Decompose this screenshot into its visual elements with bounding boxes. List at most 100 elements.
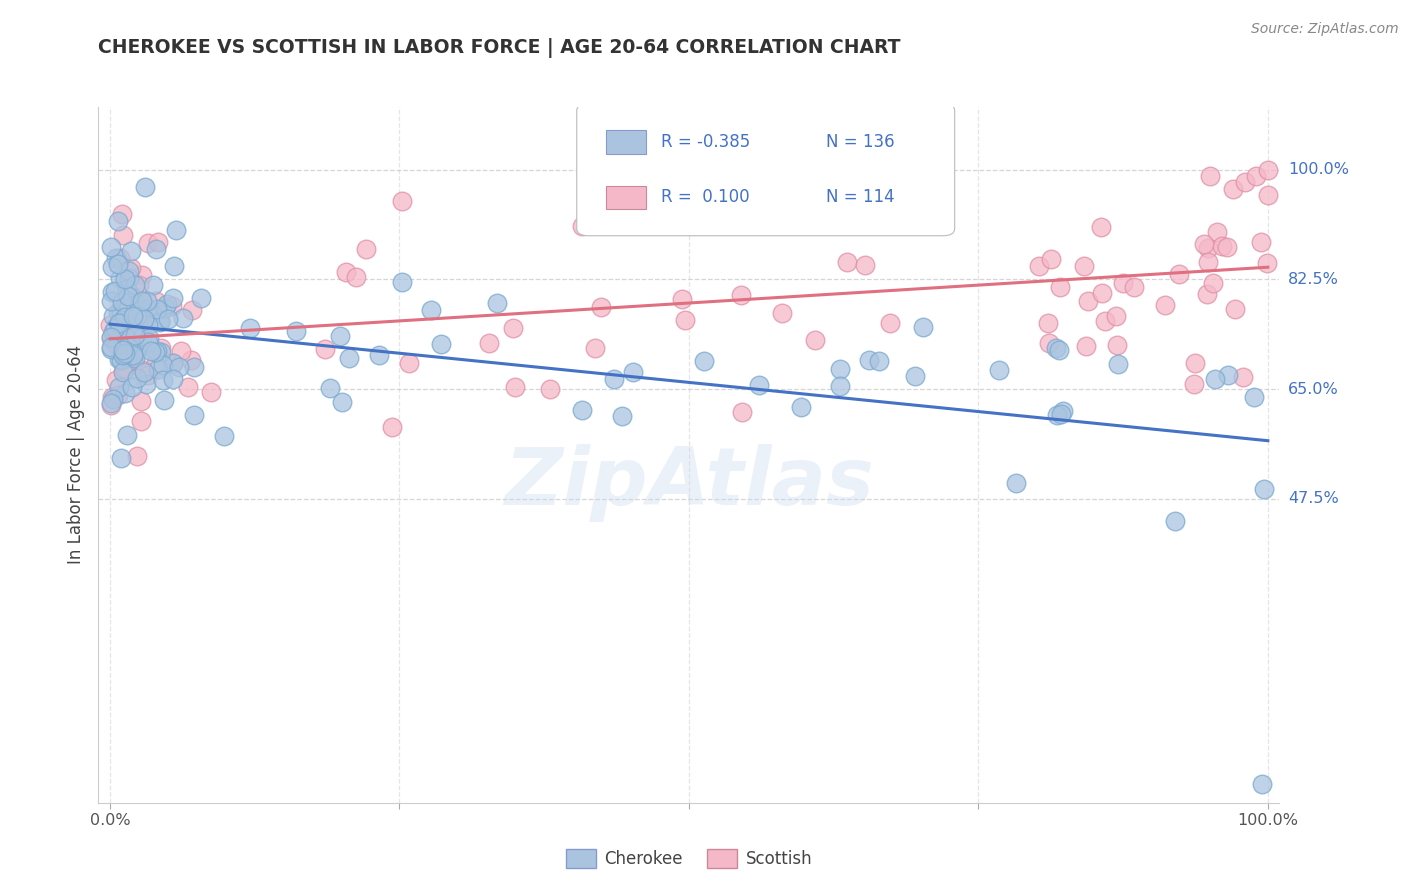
Point [183, 359, 205, 374]
Point [212, 429, 235, 443]
Point [114, 346, 136, 360]
Point [124, 351, 146, 365]
Point [1216, 240, 1239, 254]
Point [167, 360, 190, 375]
Point [1197, 286, 1219, 301]
Point [107, 339, 129, 353]
Point [114, 292, 136, 306]
Point [538, 382, 561, 396]
Point [136, 301, 159, 316]
Point [673, 313, 696, 327]
Point [1197, 241, 1219, 255]
Point [103, 309, 125, 323]
Point [1251, 777, 1274, 791]
Point [125, 343, 148, 358]
Point [149, 341, 172, 355]
Point [170, 343, 193, 358]
Point [1028, 260, 1050, 274]
Point [107, 380, 129, 394]
Point [124, 358, 146, 372]
Point [502, 320, 524, 334]
Point [988, 363, 1011, 377]
Text: ZipAtlas: ZipAtlas [503, 443, 875, 522]
Point [153, 392, 176, 407]
FancyBboxPatch shape [606, 186, 647, 210]
Point [602, 371, 624, 385]
Point [104, 284, 127, 298]
Point [98, 318, 121, 332]
Point [1052, 404, 1074, 418]
Point [124, 301, 146, 316]
Point [111, 324, 134, 338]
Point [430, 337, 453, 351]
Point [285, 324, 308, 338]
Point [1253, 483, 1275, 497]
Point [1257, 162, 1279, 177]
Point [100, 342, 122, 356]
Point [1225, 301, 1247, 316]
Point [114, 310, 136, 324]
Point [107, 214, 129, 228]
Point [1197, 255, 1219, 269]
Point [1246, 169, 1268, 183]
Point [117, 363, 139, 377]
Y-axis label: In Labor Force | Age 20-64: In Labor Force | Age 20-64 [66, 345, 84, 565]
Point [1047, 343, 1070, 357]
Point [367, 349, 389, 363]
Point [160, 299, 183, 313]
Point [1090, 219, 1112, 234]
Point [1107, 357, 1129, 371]
Point [100, 331, 122, 345]
Point [136, 318, 159, 332]
Point [1123, 280, 1146, 294]
Point [571, 402, 593, 417]
Point [110, 321, 132, 335]
Point [589, 300, 612, 314]
Point [145, 344, 167, 359]
Point [911, 320, 934, 334]
Point [1076, 339, 1098, 353]
Point [146, 235, 169, 250]
Point [117, 296, 139, 310]
Point [143, 345, 166, 359]
Point [110, 353, 132, 368]
Point [141, 343, 163, 358]
Point [100, 390, 122, 404]
Point [110, 306, 132, 320]
Point [112, 360, 135, 375]
Point [1077, 294, 1099, 309]
Point [118, 287, 141, 301]
Point [124, 296, 146, 310]
Point [391, 275, 413, 289]
Point [120, 260, 142, 275]
Point [127, 313, 149, 327]
Point [129, 414, 152, 428]
Point [100, 240, 122, 254]
Point [1107, 338, 1129, 352]
Point [1038, 316, 1060, 330]
Point [111, 347, 134, 361]
Point [162, 291, 184, 305]
Point [239, 321, 262, 335]
Point [111, 348, 134, 362]
Point [112, 365, 135, 379]
Point [108, 271, 131, 285]
Point [107, 351, 129, 366]
Point [391, 194, 413, 208]
Point [1199, 169, 1222, 183]
Legend: Cherokee, Scottish: Cherokee, Scottish [558, 842, 820, 874]
Point [1038, 336, 1060, 351]
Point [190, 291, 212, 305]
Point [790, 400, 813, 414]
Point [122, 348, 145, 362]
Point [111, 295, 134, 310]
Point [131, 308, 153, 322]
Text: 100.0%: 100.0% [1288, 162, 1348, 178]
Point [162, 372, 184, 386]
Point [730, 404, 752, 418]
Point [1218, 368, 1240, 382]
Point [107, 337, 129, 351]
Point [879, 316, 901, 330]
Point [124, 328, 146, 343]
Point [112, 343, 135, 357]
